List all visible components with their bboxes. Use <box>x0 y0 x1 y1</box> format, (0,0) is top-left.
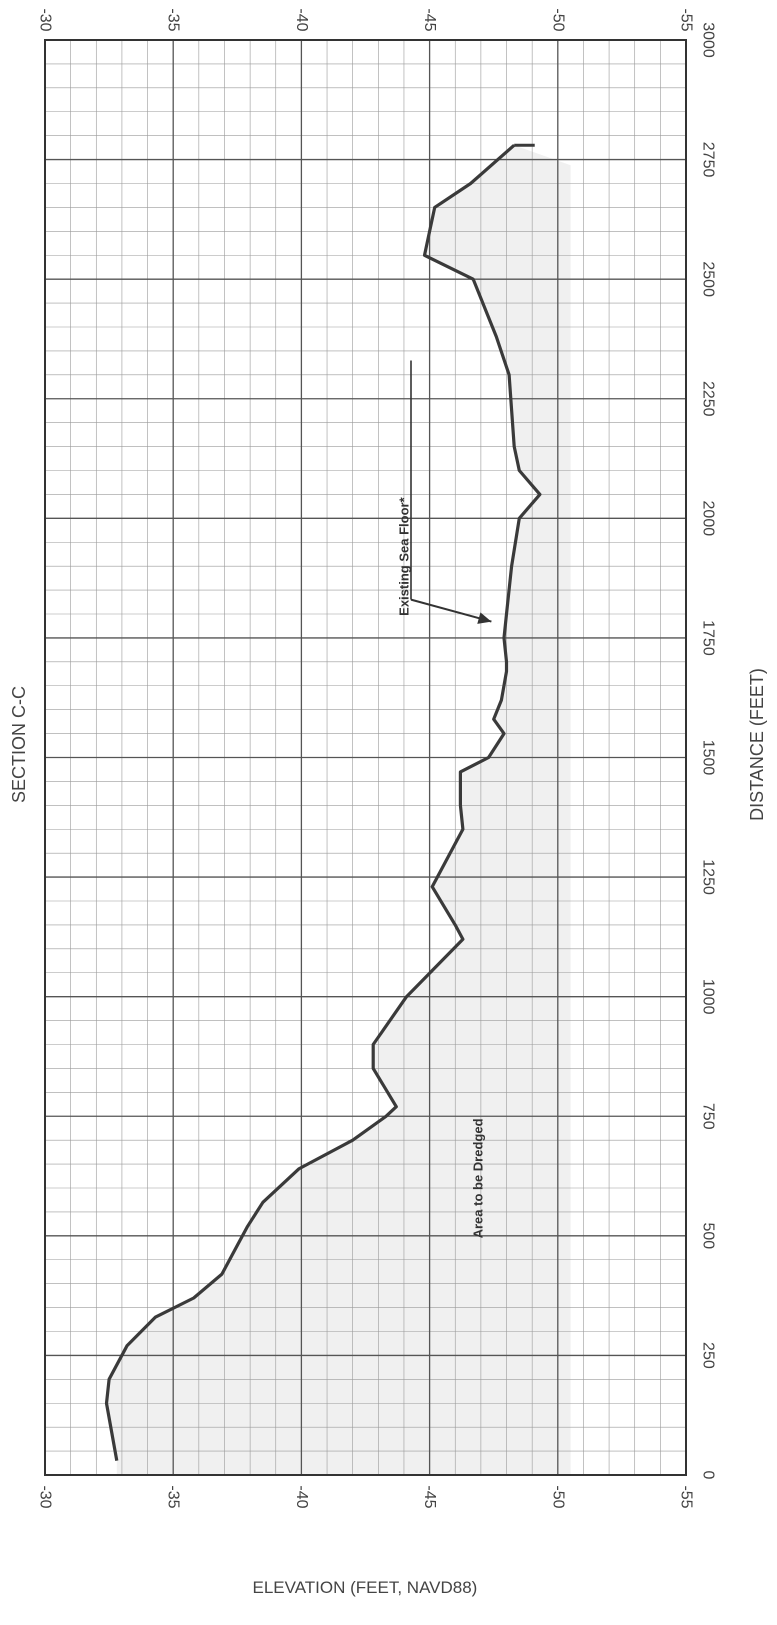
y-tick-label-top: -30 <box>37 8 54 31</box>
y-tick-label-bottom: -45 <box>421 1485 438 1508</box>
y-tick-label-bottom: -30 <box>37 1485 54 1508</box>
arrow-shaft <box>410 598 492 623</box>
x-tick-label: 2000 <box>700 501 717 537</box>
chart-title: SECTION C-C <box>8 685 29 803</box>
x-tick-label: 3000 <box>700 22 717 58</box>
y-tick-label-top: -50 <box>549 8 566 31</box>
annotation-arrow <box>410 598 492 624</box>
x-tick-label: 750 <box>700 1103 717 1130</box>
x-tick-label: 0 <box>700 1471 717 1480</box>
y-tick-label-bottom: -35 <box>165 1485 182 1508</box>
x-tick-label: 1500 <box>700 740 717 776</box>
x-tick-label: 1750 <box>700 620 717 656</box>
x-tick-label: 2750 <box>700 142 717 178</box>
tick-labels: -30 -30 -35 -35 -40 -40 -45 -45 -50 -50 -55 -55 0 250… <box>37 8 717 1508</box>
sea-floor-profile-line <box>104 143 542 1461</box>
annotation-existing-sea-floor: Existing Sea Floor* <box>397 496 412 615</box>
dredge-area-shading <box>106 145 571 1475</box>
y-tick-label-bottom: -55 <box>678 1485 695 1508</box>
x-tick-label: 250 <box>700 1342 717 1369</box>
dredge-area-fill <box>106 145 571 1475</box>
annotation-area-to-be-dredged: Area to be Dredged <box>471 1118 486 1238</box>
y-tick-label-top: -45 <box>421 8 438 31</box>
y-tick-label-bottom: -40 <box>293 1485 310 1508</box>
y-tick-label-top: -35 <box>165 8 182 31</box>
x-tick-label: 2250 <box>700 381 717 417</box>
y-axis-label: ELEVATION (FEET, NAVD88) <box>252 1578 478 1597</box>
arrow-head <box>477 612 492 624</box>
y-tick-label-bottom: -50 <box>549 1485 566 1508</box>
series-group <box>104 143 542 1461</box>
x-tick-label: 2500 <box>700 261 717 297</box>
y-tick-label-top: -40 <box>293 8 310 31</box>
annotations: Existing Sea Floor* Area to be Dredged <box>397 360 486 1238</box>
plot-frame <box>44 39 687 1476</box>
x-tick-label: 1000 <box>700 979 717 1015</box>
x-axis-label: DISTANCE (FEET) <box>746 667 767 821</box>
x-tick-label: 1250 <box>700 859 717 895</box>
x-tick-label: 500 <box>700 1222 717 1249</box>
y-tick-label-top: -55 <box>678 8 695 31</box>
